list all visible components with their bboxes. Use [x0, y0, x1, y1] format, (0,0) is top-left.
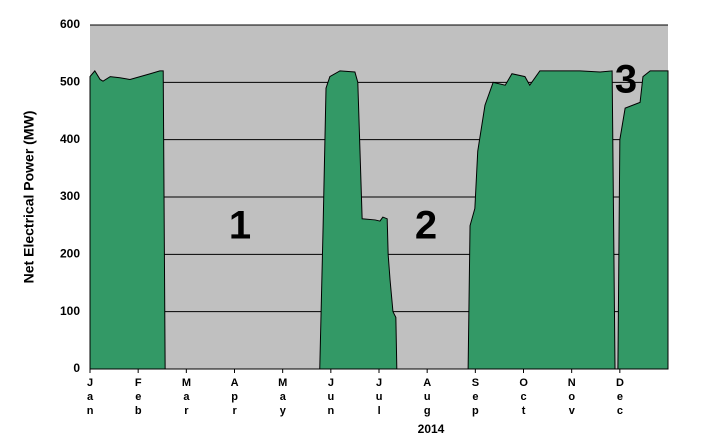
y-tick-label: 200 [60, 247, 80, 261]
annotation: 2 [415, 204, 437, 248]
y-tick-label: 600 [60, 17, 80, 31]
y-tick-label: 0 [73, 361, 80, 375]
x-tick-label: May [277, 377, 289, 419]
x-tick-label: Nov [566, 377, 578, 419]
x-tick-label: Dec [614, 377, 626, 419]
x-tick-label: Mar [180, 377, 192, 419]
y-tick-label: 100 [60, 304, 80, 318]
y-tick-label: 500 [60, 75, 80, 89]
x-tick-label: Apr [229, 377, 241, 419]
x-tick-label: Feb [132, 377, 144, 419]
x-tick-label: Jul [373, 377, 385, 419]
x-tick-label: Sep [469, 377, 481, 419]
y-axis-label: Net Electrical Power (MW) [21, 111, 37, 284]
x-tick-label: Jan [84, 377, 96, 419]
y-tick-label: 400 [60, 132, 80, 146]
x-tick-label: Aug [421, 377, 433, 419]
y-tick-label: 300 [60, 189, 80, 203]
annotation: 1 [229, 204, 251, 248]
x-tick-label: Jun [325, 377, 337, 419]
annotation: 3 [615, 58, 637, 102]
x-tick-label: Oct [518, 377, 530, 419]
x-axis-label: 2014 [418, 422, 445, 436]
